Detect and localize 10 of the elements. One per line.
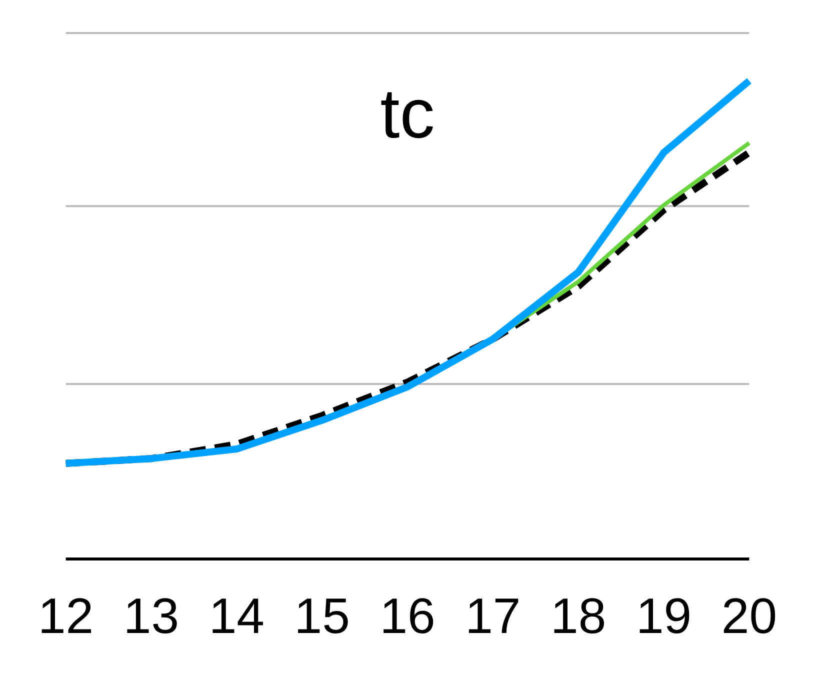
x-tick-label: 18 bbox=[550, 588, 606, 644]
x-tick-label: 13 bbox=[123, 588, 180, 644]
x-tick-label: 12 bbox=[38, 588, 94, 644]
x-tick-label: 15 bbox=[294, 588, 350, 644]
x-tick-label: 20 bbox=[721, 588, 778, 644]
x-tick-label: 17 bbox=[465, 588, 521, 644]
x-tick-label: 14 bbox=[208, 588, 264, 644]
x-tick-label: 16 bbox=[380, 588, 436, 644]
annotation: tc bbox=[380, 74, 435, 152]
x-tick-label: 19 bbox=[636, 588, 692, 644]
